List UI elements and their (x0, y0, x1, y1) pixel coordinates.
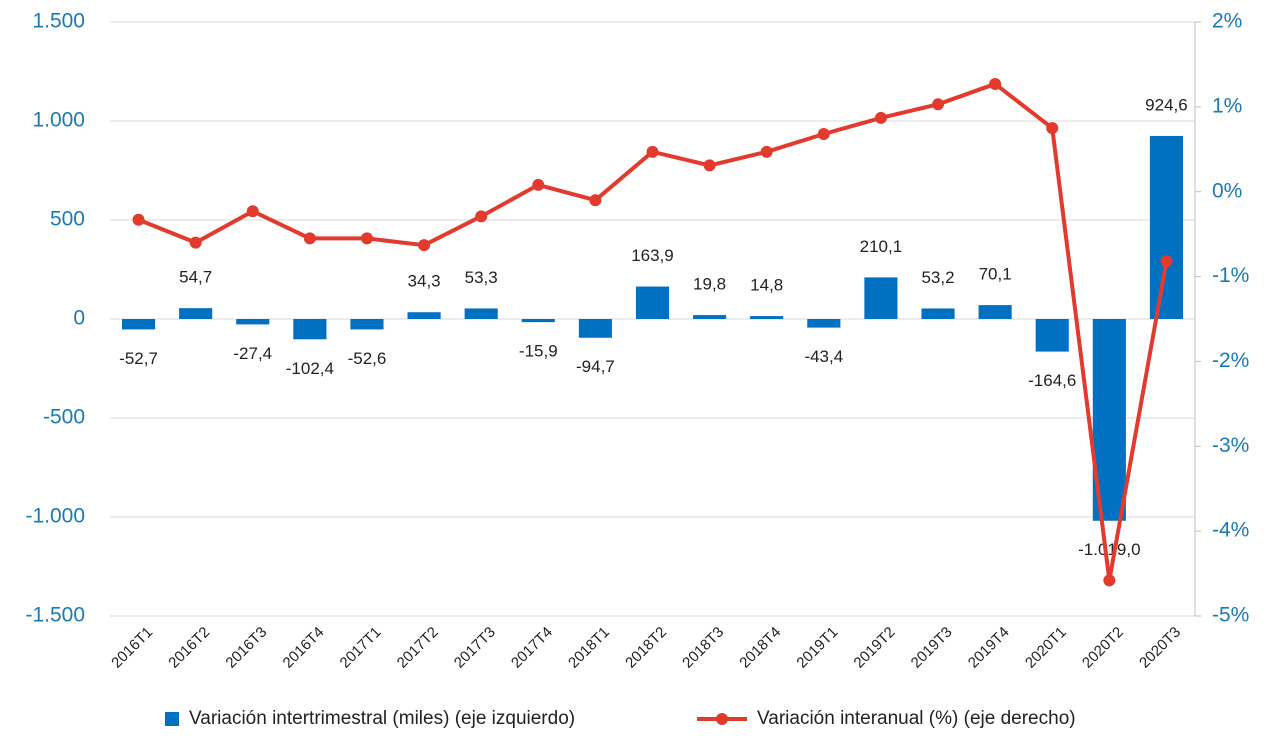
x-tick-label: 2019T2 (851, 624, 899, 672)
x-tick-label: 2017T4 (508, 624, 556, 672)
bar (236, 319, 270, 325)
legend-swatch (165, 712, 179, 726)
bar (635, 286, 670, 319)
line-point (932, 98, 945, 111)
y2-tick-label: -3% (1212, 434, 1249, 457)
y2-tick-label: -2% (1212, 349, 1249, 372)
x-tick-label: 2016T4 (280, 624, 328, 672)
bar (1149, 135, 1184, 319)
line-point (646, 145, 659, 158)
bar (121, 319, 156, 330)
y-tick-label: 1.000 (32, 109, 85, 132)
data-label: -1.019,0 (1078, 540, 1140, 559)
bar (521, 319, 555, 323)
data-label: -43,4 (804, 347, 843, 366)
bar (578, 319, 612, 338)
x-tick-label: 2016T1 (108, 624, 156, 672)
data-label: -52,6 (348, 349, 387, 368)
line-point (589, 194, 602, 207)
data-label: -164,6 (1028, 371, 1076, 390)
x-tick-label: 2017T1 (337, 624, 385, 672)
x-tick-label: 2016T3 (222, 624, 270, 672)
x-tick-label: 2019T1 (793, 624, 841, 672)
x-tick-label: 2019T3 (908, 624, 956, 672)
bar (407, 312, 441, 319)
line-point (360, 232, 373, 245)
line-point (817, 128, 830, 141)
x-tick-label: 2019T4 (965, 624, 1013, 672)
data-label: 34,3 (408, 272, 441, 291)
line-point (703, 159, 716, 172)
y2-tick-label: -5% (1212, 604, 1249, 627)
y2-tick-label: 1% (1212, 94, 1242, 117)
y2-tick-label: -1% (1212, 264, 1249, 287)
x-tick-label: 2017T2 (394, 624, 442, 672)
legend-label: Variación intertrimestral (miles) (eje i… (189, 708, 575, 729)
y-tick-label: 1.500 (32, 10, 85, 33)
data-label: 70,1 (979, 265, 1012, 284)
data-label: -52,7 (119, 349, 158, 368)
y-tick-label: 0 (73, 307, 85, 330)
legend-swatch-dot (716, 713, 728, 725)
bar (807, 319, 841, 328)
y2-tick-label: 2% (1212, 10, 1242, 33)
bar (693, 315, 727, 319)
data-label: 210,1 (860, 237, 903, 256)
legend-label: Variación interanual (%) (eje derecho) (757, 708, 1076, 729)
line (137, 81, 1169, 583)
x-tick-label: 2020T3 (1136, 624, 1184, 672)
data-label: 163,9 (631, 246, 674, 265)
data-label: -94,7 (576, 357, 615, 376)
data-label: 924,6 (1145, 95, 1188, 114)
data-label: 14,8 (750, 276, 783, 295)
x-tick-label: 2017T3 (451, 624, 499, 672)
y2-tick-label: -4% (1212, 519, 1249, 542)
line-point (989, 77, 1002, 90)
data-label: -27,4 (233, 344, 272, 363)
y-tick-label: -1.000 (25, 505, 85, 528)
x-tick-label: 2018T4 (736, 624, 784, 672)
bar (179, 308, 213, 319)
line-point (246, 205, 259, 218)
x-tick-label: 2016T2 (165, 624, 213, 672)
bar (921, 308, 955, 319)
y2-tick-label: 0% (1212, 179, 1242, 202)
bar (464, 308, 498, 319)
line-point (1160, 255, 1173, 268)
data-label: 54,7 (179, 268, 212, 287)
line-point (874, 111, 887, 124)
line-point (303, 232, 316, 245)
line-point (1103, 574, 1116, 587)
line-point (760, 145, 773, 158)
x-tick-label: 2018T3 (679, 624, 727, 672)
data-label: 53,2 (921, 268, 954, 287)
line-point (189, 236, 202, 249)
bar (750, 316, 784, 319)
x-tick-label: 2018T1 (565, 624, 613, 672)
data-label: -15,9 (519, 342, 558, 361)
x-tick-label: 2020T2 (1079, 624, 1127, 672)
y-tick-label: 500 (50, 208, 85, 231)
x-tick-label: 2020T1 (1022, 624, 1070, 672)
line-point (475, 210, 488, 223)
line-point (1046, 122, 1059, 135)
bar (293, 319, 327, 340)
data-label: -102,4 (286, 359, 334, 378)
data-label: 53,3 (465, 268, 498, 287)
y-tick-label: -1.500 (25, 604, 85, 627)
bar (864, 277, 898, 319)
line-point (532, 178, 545, 191)
data-label: 19,8 (693, 275, 726, 294)
bar (350, 319, 384, 330)
y-tick-label: -500 (43, 406, 85, 429)
bar (1035, 319, 1069, 352)
bar (978, 305, 1012, 319)
x-tick-label: 2018T2 (622, 624, 670, 672)
line-point (418, 239, 431, 252)
line-point (132, 213, 145, 226)
